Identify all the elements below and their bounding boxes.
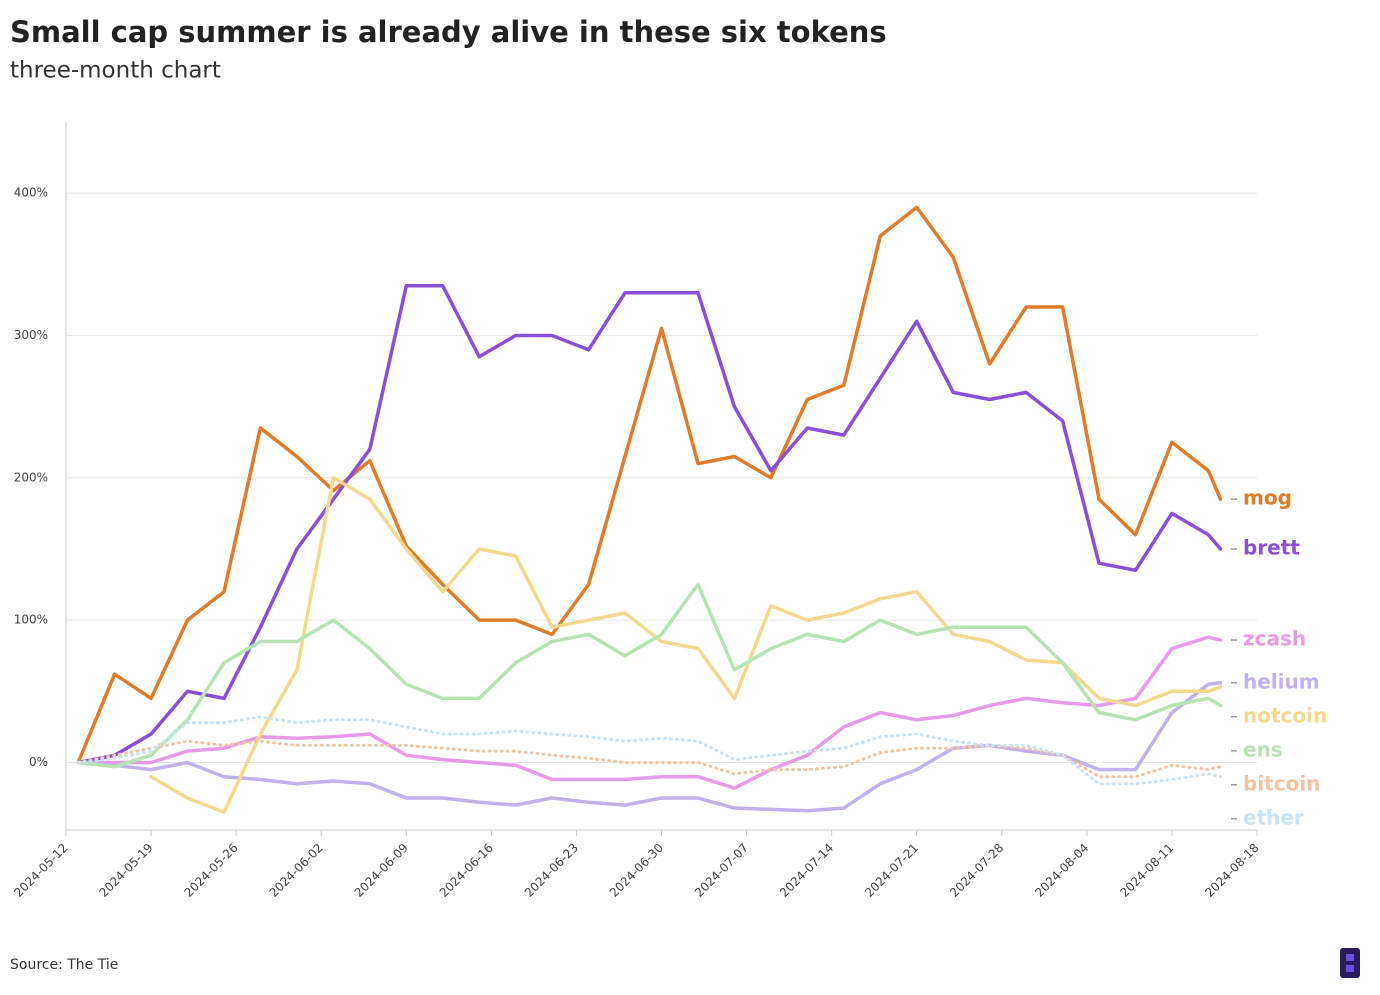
x-tick-label: 2024-07-28 [947, 841, 1006, 900]
x-tick-label: 2024-05-26 [182, 841, 241, 900]
series-line [76, 582, 1223, 769]
y-tick-label: 400% [14, 186, 48, 200]
x-tick-label: 2024-06-02 [267, 841, 326, 900]
series-line [76, 635, 1223, 790]
x-tick-label: 2024-07-21 [862, 841, 921, 900]
legend-label: ether [1243, 805, 1304, 829]
source: Source: The Tie [10, 957, 118, 973]
series-line [76, 283, 1223, 765]
series-line [76, 739, 1222, 779]
logo [1340, 948, 1360, 978]
chart-subtitle: three-month chart [10, 58, 221, 84]
y-tick-label: 300% [14, 328, 48, 342]
y-tick-label: 200% [14, 470, 48, 484]
x-tick-label: 2024-08-04 [1032, 841, 1091, 900]
legend-label: notcoin [1243, 703, 1327, 727]
y-tick-label: 0% [29, 755, 48, 769]
legend-label: bitcoin [1243, 771, 1320, 795]
series-line [76, 715, 1222, 786]
x-tick-label: 2024-06-23 [522, 841, 581, 900]
legend-label: brett [1243, 535, 1300, 559]
x-tick-label: 2024-05-19 [96, 841, 155, 900]
x-tick-label: 2024-06-09 [352, 841, 411, 900]
series-line [76, 205, 1223, 765]
x-tick-label: 2024-06-30 [607, 841, 666, 900]
x-tick-label: 2024-08-11 [1117, 841, 1176, 900]
x-tick-label: 2024-08-18 [1202, 841, 1261, 900]
legend-label: mog [1243, 486, 1292, 510]
x-tick-label: 2024-07-07 [692, 841, 751, 900]
y-tick-label: 100% [14, 613, 48, 627]
x-tick-label: 2024-05-12 [11, 841, 70, 900]
chart-title: Small cap summer is already alive in the… [10, 15, 887, 49]
legend-label: ens [1243, 737, 1283, 761]
legend-label: helium [1243, 669, 1320, 693]
x-tick-label: 2024-06-16 [437, 841, 496, 900]
x-tick-label: 2024-07-14 [777, 841, 836, 900]
series-line [76, 681, 1223, 813]
legend-label: zcash [1243, 627, 1306, 651]
